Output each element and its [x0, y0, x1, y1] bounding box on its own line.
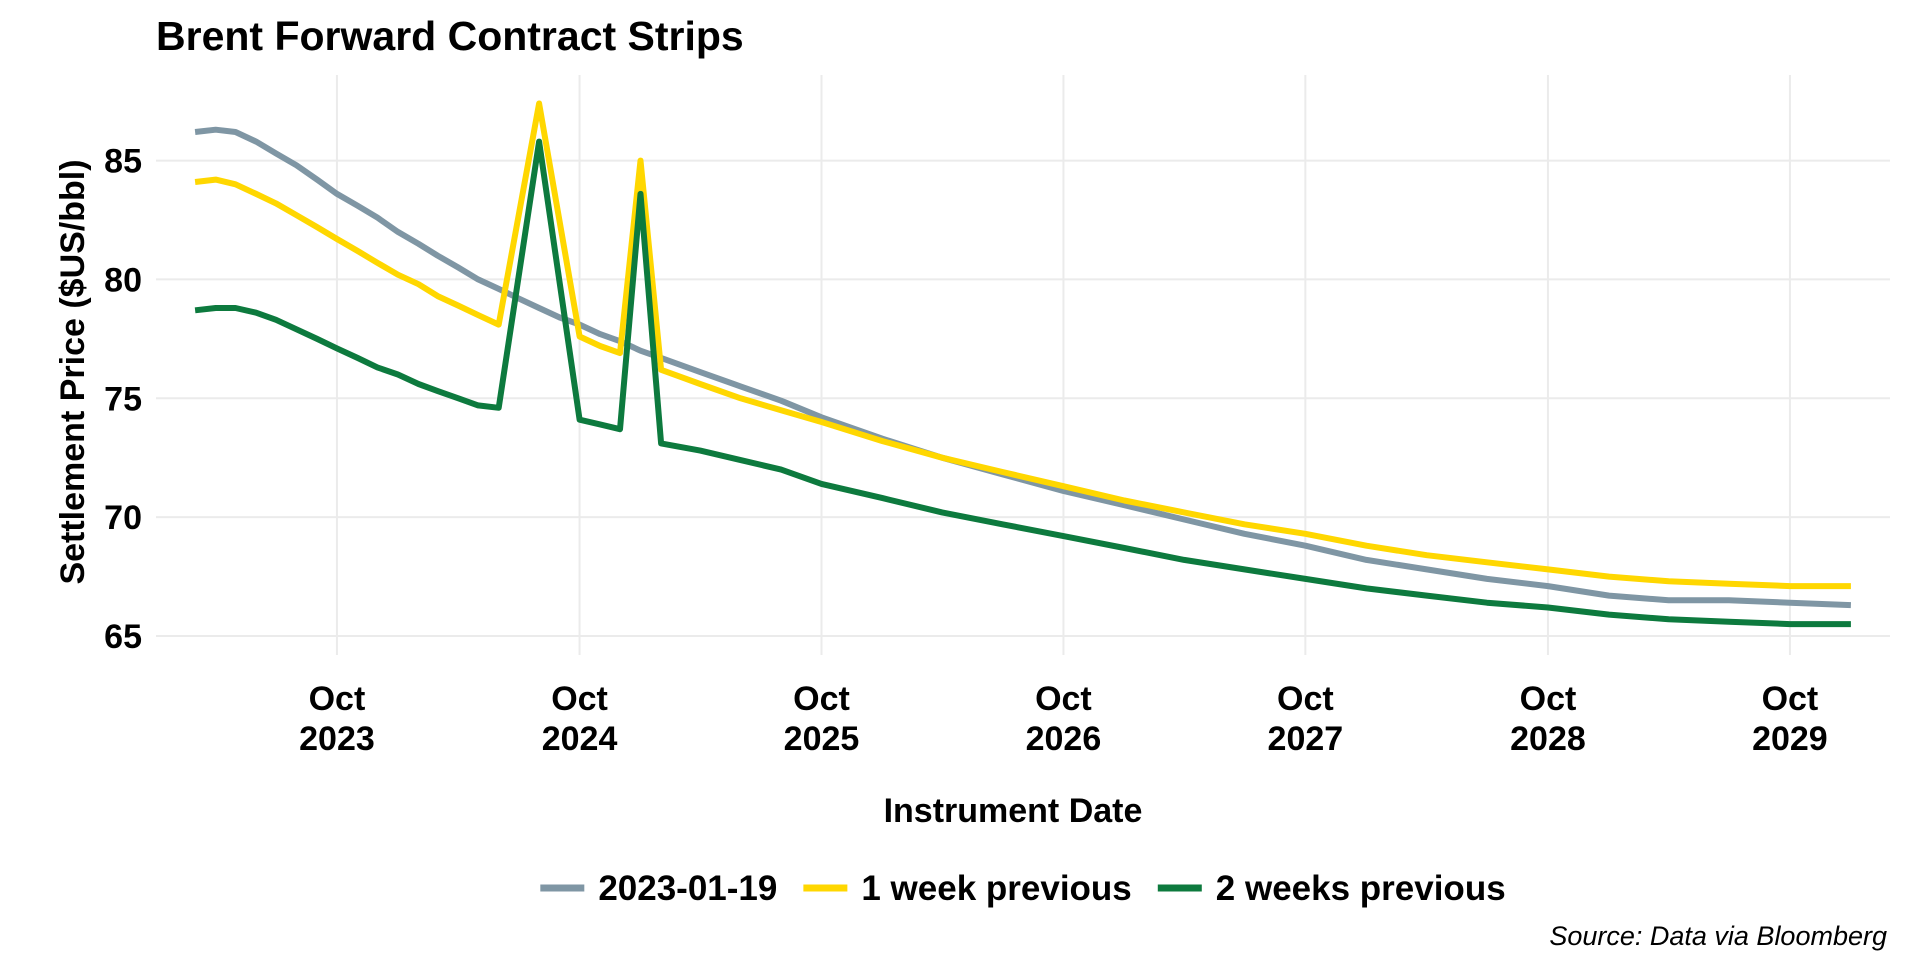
x-tick-label-month: Oct — [1035, 680, 1092, 718]
x-tick-label-month: Oct — [1277, 680, 1334, 718]
grid — [156, 75, 1890, 655]
y-tick-label: 75 — [104, 380, 142, 418]
legend-label-3: 2 weeks previous — [1216, 869, 1506, 908]
x-axis-ticks: Oct2023Oct2024Oct2025Oct2026Oct2027Oct20… — [299, 680, 1828, 758]
y-tick-label: 70 — [104, 499, 142, 537]
series-line-1 — [194, 126, 1852, 609]
source-note: Source: Data via Bloomberg — [1549, 921, 1887, 951]
legend-label-1: 2023-01-19 — [598, 869, 777, 908]
x-tick-label-month: Oct — [309, 680, 366, 718]
x-tick-label-month: Oct — [793, 680, 850, 718]
x-tick-label-year: 2029 — [1752, 720, 1828, 758]
x-tick-label-year: 2024 — [542, 720, 618, 758]
x-tick-label-month: Oct — [551, 680, 608, 718]
x-tick-label-year: 2026 — [1026, 720, 1102, 758]
x-axis-title: Instrument Date — [884, 792, 1143, 830]
x-tick-label-year: 2028 — [1510, 720, 1586, 758]
y-tick-label: 65 — [104, 618, 142, 656]
x-tick-label-year: 2023 — [299, 720, 375, 758]
x-tick-label-year: 2027 — [1268, 720, 1344, 758]
legend-label-2: 1 week previous — [861, 869, 1131, 908]
y-tick-label: 85 — [104, 143, 142, 181]
series-line-2 — [194, 100, 1851, 590]
x-tick-label-year: 2025 — [784, 720, 860, 758]
x-tick-label-month: Oct — [1520, 680, 1577, 718]
y-tick-label: 80 — [104, 261, 142, 299]
series-line-3 — [194, 138, 1851, 628]
legend: 2023-01-19 1 week previous 2 weeks previou… — [540, 869, 1506, 908]
x-tick-label-month: Oct — [1762, 680, 1819, 718]
chart-title: Brent Forward Contract Strips — [156, 13, 744, 59]
y-axis-ticks: 65 70 75 80 85 — [104, 143, 142, 656]
series-lines — [194, 100, 1852, 628]
y-axis-title: Settlement Price ($US/bbl) — [54, 159, 92, 584]
